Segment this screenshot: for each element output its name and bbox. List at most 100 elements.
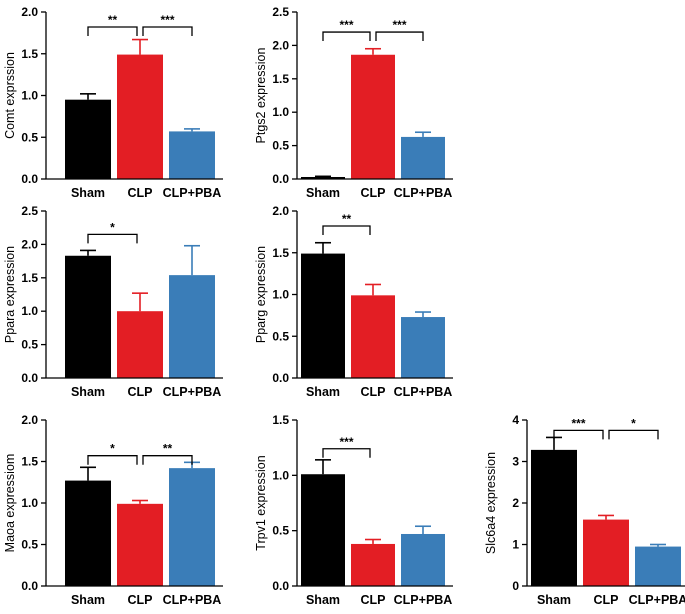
bar-sham [301, 176, 345, 179]
y-tick-label: 1.5 [272, 413, 289, 427]
bar-sham [301, 474, 345, 586]
bar-clp [583, 519, 629, 586]
bar-clp [351, 543, 395, 586]
significance-bracket [87, 26, 138, 37]
y-axis-title: Ppara expression [3, 246, 17, 343]
y-tick-label: 0.0 [21, 172, 38, 186]
significance-label: *** [392, 18, 406, 32]
y-tick-label: 2.0 [21, 5, 38, 19]
significance-bracket [608, 429, 659, 440]
bar-sham [65, 255, 111, 378]
significance-bracket [322, 31, 371, 42]
y-tick-label: 2.5 [272, 5, 289, 19]
y-axis-title: Slc6a4 expression [484, 452, 498, 554]
significance-bracket [553, 429, 604, 440]
significance-label: ** [163, 442, 173, 456]
x-category-label: CLP+PBA [394, 593, 453, 607]
y-tick-label: 2.0 [21, 413, 38, 427]
x-category-label: Sham [306, 186, 340, 200]
y-axis-title: Comt exprssion [3, 52, 17, 139]
bar-clp [351, 295, 395, 378]
chart-panel-3: 0.0 0.5 1.0 1.5 2.0 2.5 Sham CLP CLP+PBA Ppara ex… [3, 204, 223, 399]
y-tick-label: 2 [512, 496, 519, 510]
bar-clp-pba [401, 136, 445, 179]
y-tick-label: 1 [512, 538, 519, 552]
y-tick-label: 0.0 [272, 579, 289, 593]
significance-label: *** [339, 435, 353, 449]
y-tick-label: 0.5 [272, 329, 289, 343]
bar-clp [117, 54, 163, 179]
x-category-label: CLP+PBA [163, 593, 222, 607]
y-tick-label: 1.0 [272, 105, 289, 119]
x-category-label: CLP [361, 593, 386, 607]
bar-clp [351, 54, 395, 179]
y-tick-label: 0.5 [21, 338, 38, 352]
y-tick-label: 0 [512, 579, 519, 593]
y-axis-title: Pparg expression [254, 246, 268, 343]
x-category-label: Sham [537, 593, 571, 607]
significance-bracket [322, 448, 371, 458]
y-tick-label: 2.5 [21, 204, 38, 218]
x-category-label: CLP+PBA [163, 186, 222, 200]
significance-label: * [631, 416, 636, 430]
significance-label: * [110, 442, 115, 456]
y-tick-label: 4 [512, 413, 519, 427]
bar-clp-pba [169, 131, 215, 179]
y-tick-label: 1.5 [272, 72, 289, 86]
bar-sham [65, 480, 111, 586]
y-tick-label: 1.5 [272, 246, 289, 260]
significance-bracket [87, 233, 138, 244]
chart-panel-5: 0.0 0.5 1.0 1.5 2.0 Sham CLP CLP+PBA Maoa expres… [3, 413, 223, 607]
x-category-label: Sham [71, 186, 105, 200]
x-category-label: CLP [128, 186, 153, 200]
x-category-label: Sham [306, 385, 340, 399]
chart-panel-4: 0.0 0.5 1.0 1.5 2.0 Sham CLP CLP+PBA Pparg expre… [254, 204, 453, 399]
y-axis-title: Trpv1 expression [254, 455, 268, 550]
significance-label: ** [108, 13, 118, 27]
significance-label: *** [571, 416, 585, 430]
y-tick-label: 0.0 [21, 371, 38, 385]
y-tick-label: 2.0 [21, 237, 38, 251]
y-tick-label: 1.0 [272, 468, 289, 482]
bar-clp-pba [169, 468, 215, 586]
x-category-label: CLP+PBA [394, 186, 453, 200]
significance-bracket [87, 455, 138, 465]
significance-bracket [142, 455, 193, 465]
bar-clp [117, 503, 163, 586]
significance-label: * [110, 220, 115, 234]
significance-bracket [142, 26, 193, 37]
y-tick-label: 3 [512, 455, 519, 469]
bar-clp-pba [635, 546, 681, 586]
bar-clp-pba [401, 533, 445, 586]
x-category-label: CLP+PBA [163, 385, 222, 399]
significance-bracket [322, 225, 371, 236]
significance-label: *** [160, 13, 174, 27]
y-tick-label: 1.5 [21, 47, 38, 61]
x-category-label: CLP [361, 385, 386, 399]
bar-sham [301, 253, 345, 378]
chart-panel-2: 0.0 0.5 1.0 1.5 2.0 2.5 Sham CLP CLP+PBA Ptgs2 ex… [254, 5, 453, 200]
y-tick-label: 0.0 [272, 371, 289, 385]
significance-bracket [375, 31, 424, 42]
significance-label: *** [339, 18, 353, 32]
bar-clp-pba [401, 317, 445, 378]
x-category-label: CLP [594, 593, 619, 607]
y-tick-label: 0.0 [21, 579, 38, 593]
y-axis-title: Maoa expressiom [3, 454, 17, 553]
y-tick-label: 1.5 [21, 455, 38, 469]
x-category-label: CLP+PBA [394, 385, 453, 399]
y-tick-label: 0.5 [21, 130, 38, 144]
bar-clp-pba [169, 275, 215, 378]
y-tick-label: 0.5 [272, 139, 289, 153]
significance-label: ** [342, 212, 352, 226]
x-category-label: CLP+PBA [629, 593, 685, 607]
y-tick-label: 2.0 [272, 204, 289, 218]
x-category-label: Sham [71, 385, 105, 399]
x-category-label: Sham [306, 593, 340, 607]
y-tick-label: 0.5 [21, 538, 38, 552]
chart-panel-1: 0.0 0.5 1.0 1.5 2.0 Sham CLP CLP+PBA Comt exprss… [3, 5, 223, 200]
y-tick-label: 2.0 [272, 38, 289, 52]
y-tick-label: 0.5 [272, 524, 289, 538]
